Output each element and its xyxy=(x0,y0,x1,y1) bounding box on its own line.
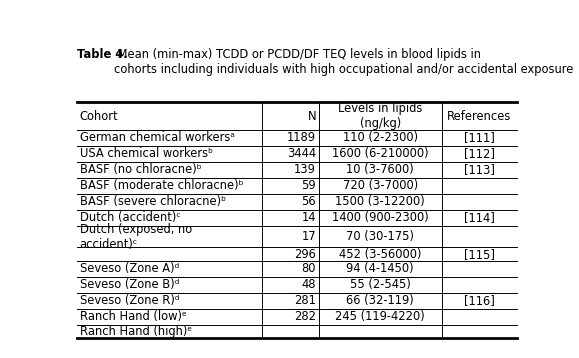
Text: [115]: [115] xyxy=(464,248,494,261)
Text: [113]: [113] xyxy=(464,163,494,176)
Text: 17: 17 xyxy=(302,230,316,243)
Text: 14: 14 xyxy=(302,211,316,224)
Text: 56: 56 xyxy=(302,195,316,208)
Text: Seveso (Zone R)ᵈ: Seveso (Zone R)ᵈ xyxy=(79,294,179,308)
Text: 110 (2-2300): 110 (2-2300) xyxy=(343,131,418,144)
Text: 66 (32-119): 66 (32-119) xyxy=(346,294,414,308)
Text: Levels in lipids
(ng/kg): Levels in lipids (ng/kg) xyxy=(338,102,423,130)
Text: Ranch Hand (high)ᵉ: Ranch Hand (high)ᵉ xyxy=(79,325,192,338)
Text: Dutch (accident)ᶜ: Dutch (accident)ᶜ xyxy=(79,211,180,224)
Text: 1600 (6-210000): 1600 (6-210000) xyxy=(332,147,428,160)
Text: BASF (moderate chloracne)ᵇ: BASF (moderate chloracne)ᵇ xyxy=(79,179,243,192)
Text: 720 (3-7000): 720 (3-7000) xyxy=(343,179,418,192)
Text: 282: 282 xyxy=(294,310,316,323)
Text: German chemical workersᵃ: German chemical workersᵃ xyxy=(79,131,234,144)
Text: N: N xyxy=(307,110,316,122)
Text: Cohort: Cohort xyxy=(79,110,118,122)
Text: 94 (4-1450): 94 (4-1450) xyxy=(346,262,414,275)
Text: 1189: 1189 xyxy=(287,131,316,144)
Text: 452 (3-56000): 452 (3-56000) xyxy=(339,248,422,261)
Text: 55 (2-545): 55 (2-545) xyxy=(350,279,411,291)
Text: 59: 59 xyxy=(302,179,316,192)
Text: [114]: [114] xyxy=(464,211,494,224)
Text: References: References xyxy=(447,110,511,122)
Text: 1400 (900-2300): 1400 (900-2300) xyxy=(332,211,428,224)
Text: 10 (3-7600): 10 (3-7600) xyxy=(346,163,414,176)
Text: [112]: [112] xyxy=(464,147,494,160)
Text: [111]: [111] xyxy=(464,131,494,144)
Text: Ranch Hand (low)ᵉ: Ranch Hand (low)ᵉ xyxy=(79,310,186,323)
Text: BASF (severe chloracne)ᵇ: BASF (severe chloracne)ᵇ xyxy=(79,195,226,208)
Text: 296: 296 xyxy=(294,248,316,261)
Text: Seveso (Zone A)ᵈ: Seveso (Zone A)ᵈ xyxy=(79,262,179,275)
Text: 1500 (3-12200): 1500 (3-12200) xyxy=(335,195,425,208)
Text: 281: 281 xyxy=(294,294,316,308)
Text: 3444: 3444 xyxy=(287,147,316,160)
Text: Mean (min-max) TCDD or PCDD/DF TEQ levels in blood lipids in
cohorts including i: Mean (min-max) TCDD or PCDD/DF TEQ level… xyxy=(114,48,573,77)
Text: Seveso (Zone B)ᵈ: Seveso (Zone B)ᵈ xyxy=(79,279,179,291)
Text: BASF (no chloracne)ᵇ: BASF (no chloracne)ᵇ xyxy=(79,163,201,176)
Text: 48: 48 xyxy=(302,279,316,291)
Text: [116]: [116] xyxy=(464,294,494,308)
Text: 245 (119-4220): 245 (119-4220) xyxy=(335,310,425,323)
Text: USA chemical workersᵇ: USA chemical workersᵇ xyxy=(79,147,212,160)
Text: 70 (30-175): 70 (30-175) xyxy=(346,230,415,243)
Text: Dutch (exposed, no
accident)ᶜ: Dutch (exposed, no accident)ᶜ xyxy=(79,223,192,251)
Text: Table 4.: Table 4. xyxy=(77,48,127,62)
Text: 139: 139 xyxy=(294,163,316,176)
Text: 80: 80 xyxy=(302,262,316,275)
